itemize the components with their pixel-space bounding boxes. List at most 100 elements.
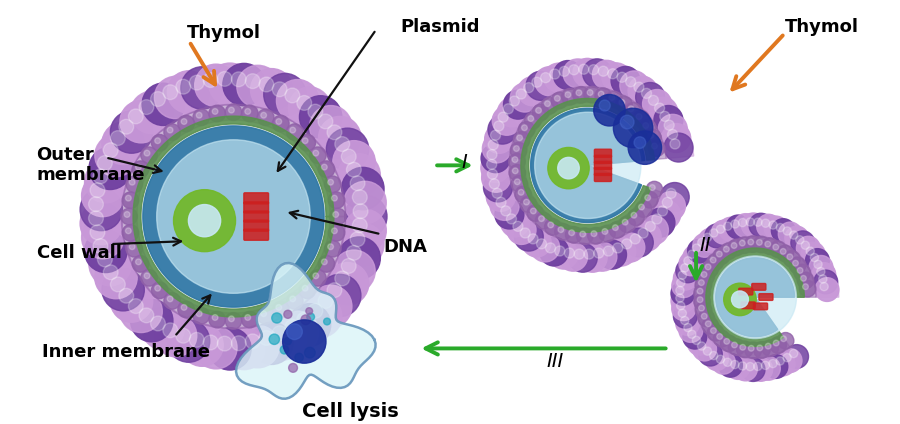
Circle shape	[512, 168, 518, 174]
Circle shape	[88, 197, 104, 212]
Circle shape	[513, 131, 530, 148]
Circle shape	[319, 117, 361, 159]
Circle shape	[89, 243, 131, 286]
Circle shape	[181, 304, 187, 310]
Circle shape	[217, 72, 232, 86]
Circle shape	[280, 346, 289, 354]
Circle shape	[545, 243, 555, 253]
Circle shape	[193, 307, 210, 324]
Circle shape	[163, 323, 177, 338]
Circle shape	[528, 116, 534, 121]
Circle shape	[194, 64, 237, 106]
Circle shape	[688, 239, 711, 263]
Circle shape	[509, 165, 526, 181]
Circle shape	[548, 148, 590, 189]
Circle shape	[724, 246, 729, 252]
Circle shape	[638, 228, 648, 238]
Circle shape	[80, 202, 122, 245]
Circle shape	[742, 213, 765, 237]
Circle shape	[510, 142, 526, 159]
FancyBboxPatch shape	[759, 294, 773, 300]
Circle shape	[319, 274, 361, 317]
Circle shape	[584, 249, 594, 259]
Circle shape	[754, 218, 762, 226]
Circle shape	[181, 324, 223, 366]
Circle shape	[683, 245, 706, 269]
Circle shape	[640, 215, 669, 245]
Polygon shape	[143, 126, 324, 307]
Circle shape	[486, 182, 516, 211]
Circle shape	[814, 260, 823, 268]
FancyBboxPatch shape	[594, 167, 611, 176]
Circle shape	[668, 129, 678, 139]
Circle shape	[673, 304, 698, 328]
Circle shape	[692, 336, 700, 345]
Circle shape	[520, 196, 536, 212]
Circle shape	[229, 107, 234, 113]
Circle shape	[599, 100, 610, 111]
Polygon shape	[122, 104, 346, 329]
Circle shape	[526, 71, 555, 100]
Circle shape	[744, 236, 761, 252]
Circle shape	[120, 290, 162, 332]
Circle shape	[707, 324, 724, 341]
Polygon shape	[706, 248, 805, 346]
Polygon shape	[694, 236, 816, 358]
Text: Thymol: Thymol	[187, 24, 261, 42]
Circle shape	[229, 316, 234, 322]
Circle shape	[559, 242, 588, 271]
Circle shape	[518, 122, 535, 138]
Circle shape	[97, 156, 112, 170]
Circle shape	[609, 221, 626, 238]
Circle shape	[564, 248, 574, 258]
Circle shape	[500, 208, 529, 237]
Circle shape	[491, 192, 519, 220]
Circle shape	[272, 326, 287, 340]
Circle shape	[598, 240, 626, 269]
Circle shape	[692, 244, 700, 252]
Circle shape	[289, 363, 298, 372]
Circle shape	[520, 228, 530, 238]
Circle shape	[142, 307, 184, 350]
Circle shape	[308, 304, 323, 318]
Circle shape	[313, 273, 319, 279]
Polygon shape	[716, 258, 795, 337]
Circle shape	[639, 204, 644, 210]
Circle shape	[635, 201, 652, 218]
Circle shape	[257, 109, 274, 126]
Circle shape	[288, 304, 330, 346]
Circle shape	[698, 238, 706, 247]
Circle shape	[670, 139, 680, 149]
Circle shape	[350, 176, 365, 191]
Circle shape	[764, 216, 788, 240]
Circle shape	[710, 328, 716, 334]
Circle shape	[487, 159, 497, 170]
Circle shape	[558, 227, 563, 232]
Circle shape	[319, 161, 335, 177]
Circle shape	[331, 228, 338, 234]
Circle shape	[630, 234, 640, 244]
Circle shape	[745, 342, 761, 359]
Circle shape	[111, 280, 153, 322]
Circle shape	[531, 233, 560, 262]
Circle shape	[250, 322, 292, 365]
Circle shape	[306, 308, 312, 315]
Circle shape	[512, 157, 517, 162]
Circle shape	[810, 254, 819, 262]
Circle shape	[90, 225, 105, 240]
Circle shape	[310, 285, 352, 327]
Circle shape	[551, 92, 568, 109]
Circle shape	[776, 223, 785, 232]
Circle shape	[673, 266, 698, 290]
Circle shape	[342, 167, 384, 210]
Circle shape	[748, 346, 754, 351]
Circle shape	[167, 71, 210, 113]
Circle shape	[676, 312, 699, 335]
Circle shape	[120, 100, 162, 143]
Circle shape	[787, 254, 793, 260]
Circle shape	[614, 108, 652, 148]
Circle shape	[273, 115, 289, 132]
Circle shape	[646, 208, 675, 237]
Circle shape	[335, 137, 349, 151]
Circle shape	[684, 324, 692, 332]
